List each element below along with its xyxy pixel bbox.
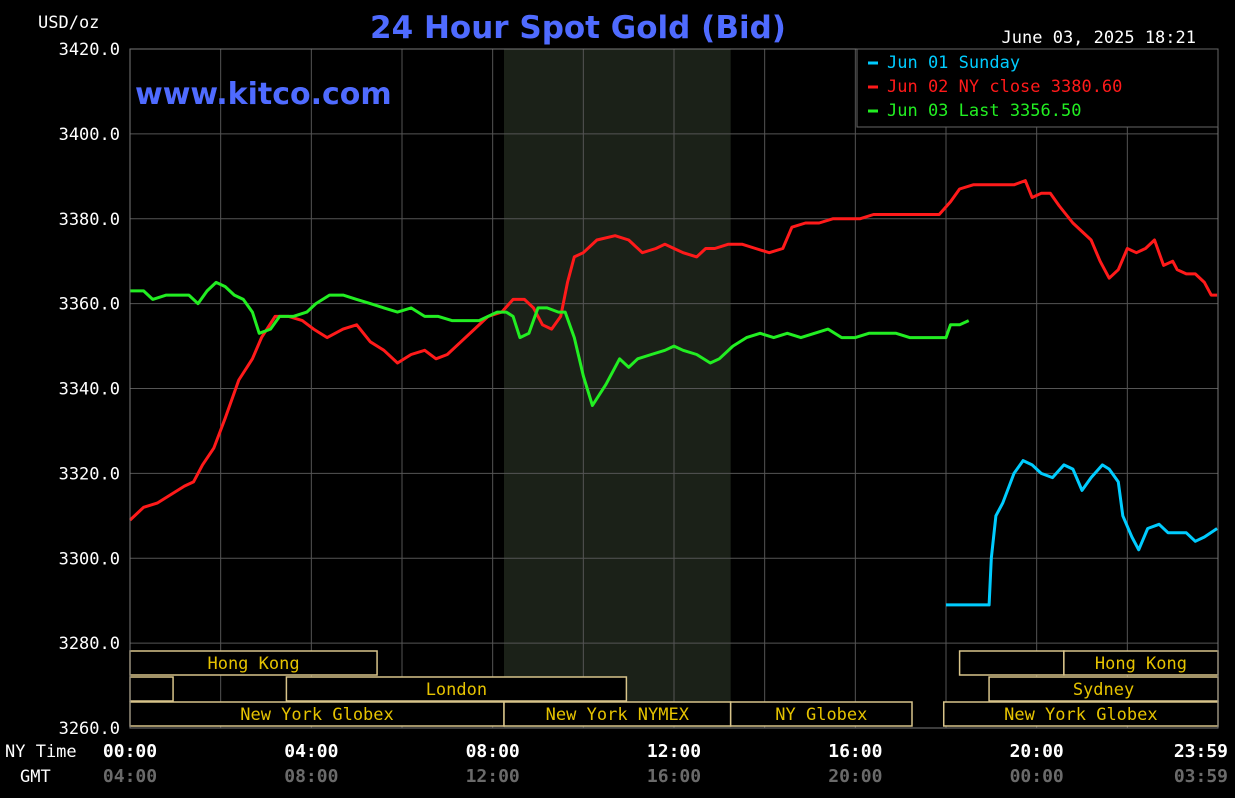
y-tick-label: 3420.0 [59,40,120,60]
session-bar: Hong Kong [1063,650,1219,676]
legend-entry: Jun 01 Sunday [887,53,1020,73]
series-line-3 [130,280,970,407]
chart-title: 24 Hour Spot Gold (Bid) [370,10,786,46]
y-tick-label: 3400.0 [59,125,120,145]
session-bar: London [285,676,628,702]
x-tick-label-gmt: 16:00 [647,766,701,787]
x-tick-label-ny: 00:00 [103,741,157,762]
y-tick-label: 3320.0 [59,464,120,484]
ny-time-row-label: NY Time [5,742,77,762]
x-tick-label-ny: 16:00 [828,741,882,762]
session-box [942,701,1219,727]
x-axis-ticks: 00:00 04:00 04:00 08:00 08:00 12:00 12:00 16:00… [103,741,1228,787]
x-tick-label-ny: 04:00 [284,741,338,762]
session-label: Hong Kong [207,654,299,674]
session-box [285,676,628,702]
session-label: London [426,680,487,700]
y-tick-label: 3300.0 [59,549,120,569]
session-bar: NY Globex [729,701,913,727]
plot-border [129,48,1219,729]
series-lines [128,179,1218,607]
timestamp: June 03, 2025 18:21 [1002,28,1196,48]
session-box [503,701,732,727]
grid-lines [130,48,1218,729]
y-tick-label: 3360.0 [59,295,120,315]
session-label: New York NYMEX [546,705,690,725]
session-bar [958,650,1065,676]
y-tick-label: 3280.0 [59,634,120,654]
legend: Jun 01 Sunday Jun 02 NY close 3380.60 Jun … [856,48,1219,128]
series-line-2 [128,179,1218,522]
x-tick-label-ny: 23:59 [1174,741,1228,762]
y-tick-label: 3380.0 [59,210,120,230]
session-box [129,676,174,702]
x-tick-label-ny: 20:00 [1010,741,1064,762]
session-label: New York Globex [240,705,394,725]
y-tick-label: 3260.0 [59,719,120,739]
y-axis-unit: USD/oz [38,13,99,33]
x-tick-label-gmt: 12:00 [466,766,520,787]
x-tick-label-gmt: 08:00 [284,766,338,787]
x-tick-label-gmt: 20:00 [828,766,882,787]
x-tick-label-ny: 08:00 [466,741,520,762]
legend-entry: Jun 02 NY close 3380.60 [887,77,1122,97]
session-box [988,676,1219,702]
session-box [729,701,913,727]
series-line-1 [946,459,1218,607]
session-bar: Sydney [988,676,1219,702]
y-tick-label: 3340.0 [59,380,120,400]
session-label: NY Globex [775,705,867,725]
x-tick-label-gmt: 03:59 [1174,766,1228,787]
session-bar: New York Globex [942,701,1219,727]
session-bar: New York NYMEX [503,701,732,727]
kitco-watermark: www.kitco.com [135,77,392,112]
x-tick-label-gmt: 04:00 [103,766,157,787]
legend-box [856,48,1219,128]
session-box [958,650,1065,676]
session-label: Hong Kong [1095,654,1187,674]
x-tick-label-ny: 12:00 [647,741,701,762]
session-bar: Hong Kong [129,650,378,676]
session-bar [129,676,174,702]
x-tick-label-gmt: 00:00 [1010,766,1064,787]
session-bar: New York Globex [129,701,505,727]
legend-entry: Jun 03 Last 3356.50 [887,101,1081,121]
session-label: New York Globex [1004,705,1158,725]
gmt-row-label: GMT [20,767,51,787]
trading-sessions: Hong Kong London New York Globex New York N… [129,650,1219,727]
session-label: Sydney [1073,680,1134,700]
session-box [129,650,378,676]
y-axis-ticks: 3420.0 3400.0 3380.0 3360.0 3340.0 3320.0 3300… [59,40,120,739]
